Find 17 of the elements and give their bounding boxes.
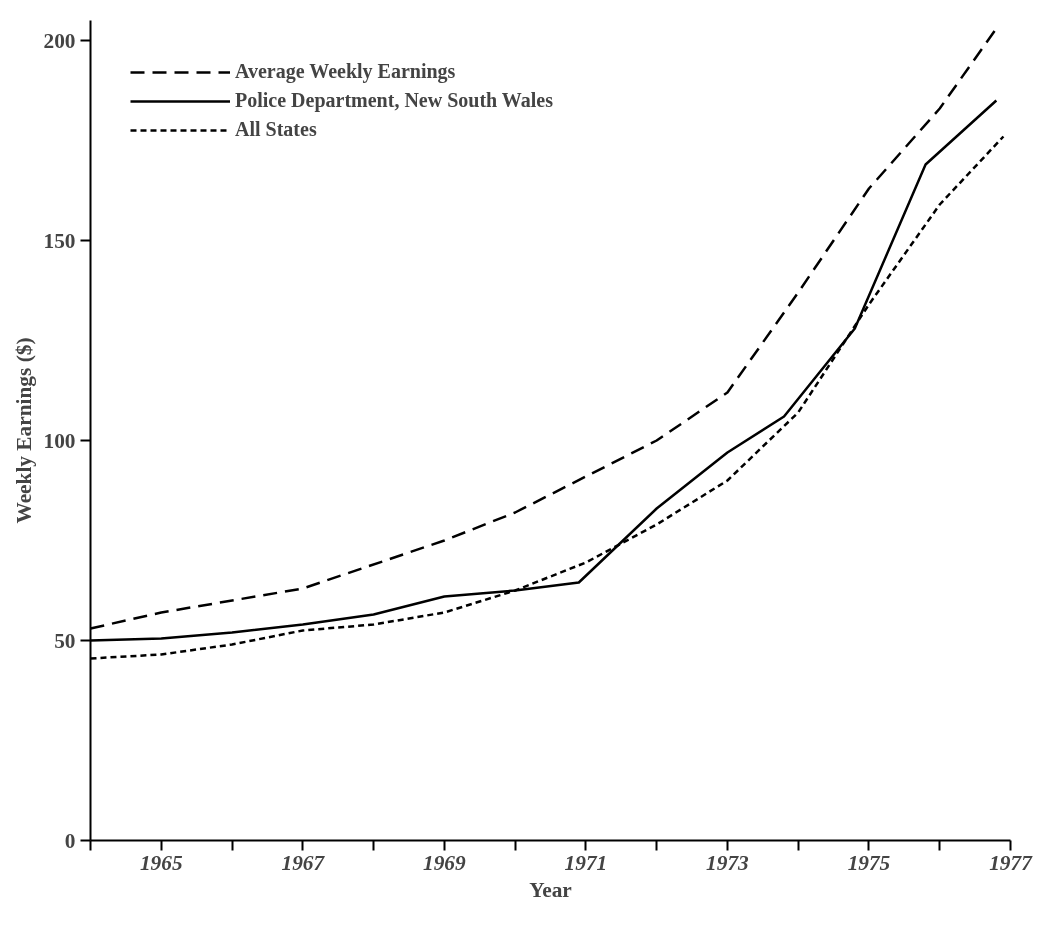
y-axis-title: Weekly Earnings ($) [11,337,36,524]
y-tick-label: 150 [43,228,76,253]
x-tick-label: 1975 [847,850,891,875]
x-tick-label: 1967 [281,850,326,875]
y-tick-label: 100 [43,428,76,453]
legend-label: Police Department, New South Wales [235,89,553,112]
y-tick-label: 0 [64,828,76,853]
x-tick-label: 1965 [139,850,183,875]
x-tick-label: 1977 [989,850,1034,875]
legend-label: Average Weekly Earnings [235,60,456,83]
legend-label: All States [235,118,317,141]
y-tick-label: 50 [54,628,76,653]
x-axis-title: Year [529,877,573,902]
x-tick-label: 1969 [423,850,467,875]
x-tick-label: 1971 [564,850,608,875]
y-tick-label: 200 [43,28,76,53]
x-tick-label: 1973 [706,850,750,875]
